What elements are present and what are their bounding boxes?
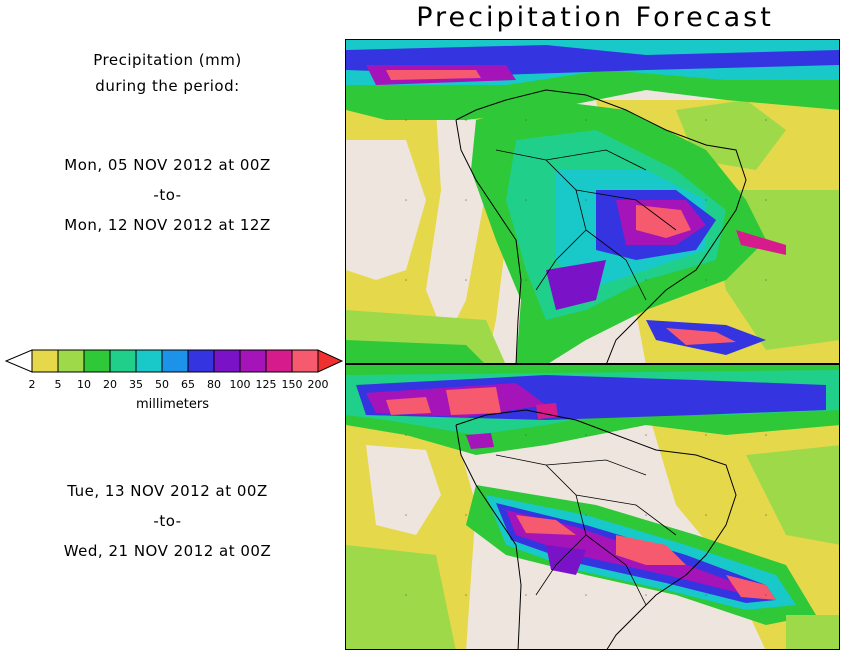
legend-tick-label: 65 <box>181 378 195 391</box>
period2-map <box>345 364 840 650</box>
legend-tick-label: 200 <box>307 378 329 391</box>
legend-below-arrow <box>4 349 33 373</box>
legend-swatch <box>31 349 59 373</box>
header-line-2: during the period: <box>95 77 240 95</box>
period2-separator: -to- <box>153 512 182 530</box>
period1-start: Mon, 05 NOV 2012 at 00Z <box>64 156 271 174</box>
legend-above-arrow <box>317 349 344 373</box>
legend-swatch <box>161 349 189 373</box>
period2-label: Tue, 13 NOV 2012 at 00Z -to- Wed, 21 NOV… <box>0 476 335 566</box>
legend-swatch <box>135 349 163 373</box>
legend-tick-label: 35 <box>129 378 143 391</box>
period1-label: Mon, 05 NOV 2012 at 00Z -to- Mon, 12 NOV… <box>0 150 335 240</box>
header-line-1: Precipitation (mm) <box>93 51 242 69</box>
legend-swatch <box>265 349 293 373</box>
legend-swatch <box>291 349 319 373</box>
period1-end: Mon, 12 NOV 2012 at 12Z <box>64 216 271 234</box>
legend-swatch <box>83 349 111 373</box>
period1-map <box>345 39 840 364</box>
legend-swatch <box>187 349 215 373</box>
period2-map-graphic <box>346 365 839 649</box>
period2-end: Wed, 21 NOV 2012 at 00Z <box>63 542 272 560</box>
legend-ticks: 2 5 10 20 35 50 65 80 100 125 150 200 <box>0 378 345 392</box>
legend-tick-label: 5 <box>54 378 62 391</box>
legend-tick-label: 10 <box>77 378 91 391</box>
legend-tick-label: 80 <box>207 378 221 391</box>
legend-tick-label: 150 <box>281 378 303 391</box>
legend-swatch <box>213 349 241 373</box>
period1-map-graphic <box>346 40 839 363</box>
legend-tick-label: 2 <box>28 378 36 391</box>
color-legend <box>4 349 344 373</box>
period1-separator: -to- <box>153 186 182 204</box>
legend-tick-label: 100 <box>229 378 251 391</box>
legend-tick-label: 125 <box>255 378 277 391</box>
legend-unit: millimeters <box>136 397 209 412</box>
page-title: Precipitation Forecast <box>416 2 774 33</box>
period2-start: Tue, 13 NOV 2012 at 00Z <box>67 482 268 500</box>
period-header: Precipitation (mm) during the period: <box>0 47 335 99</box>
legend-tick-label: 50 <box>155 378 169 391</box>
legend-tick-label: 20 <box>103 378 117 391</box>
legend-swatch <box>239 349 267 373</box>
legend-swatch <box>109 349 137 373</box>
legend-swatch <box>57 349 85 373</box>
